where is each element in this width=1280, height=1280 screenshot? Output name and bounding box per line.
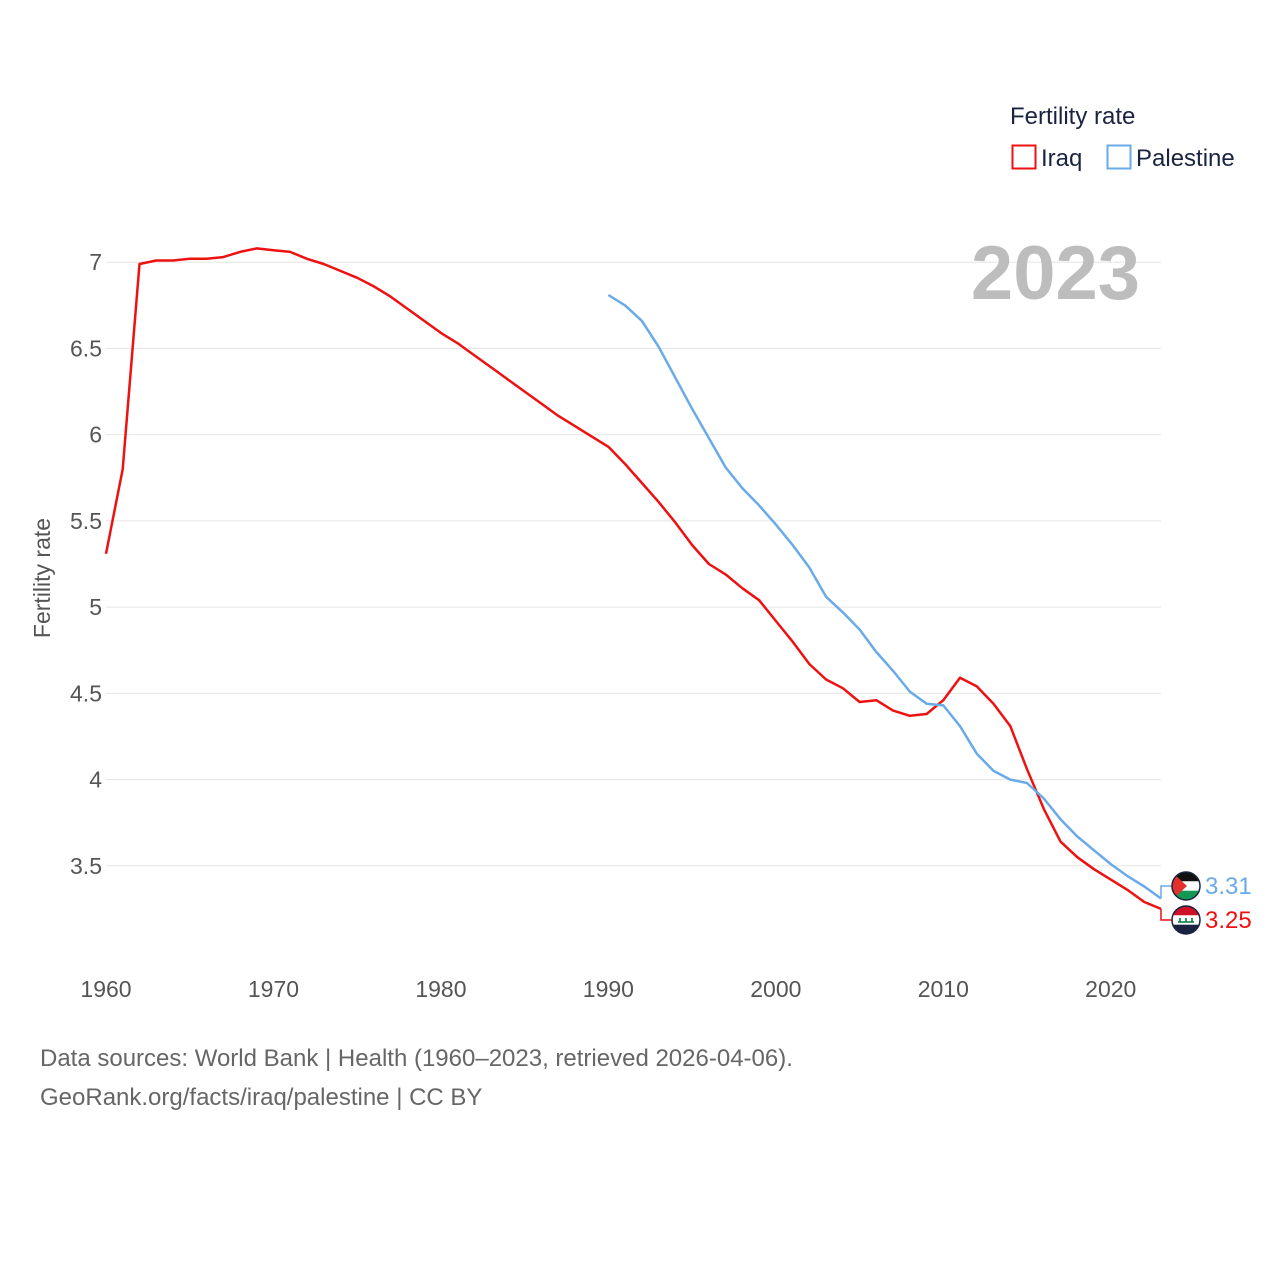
legend-title: Fertility rate	[1010, 103, 1135, 130]
y-tick-label: 5.5	[70, 508, 102, 534]
y-tick-label: 4.5	[70, 680, 102, 706]
series-lines	[104, 247, 1162, 911]
y-tick-label: 6	[89, 422, 102, 448]
y-axis-ticks: 3.5 4 4.5 5 5.5 6 6.5 7	[70, 249, 102, 879]
x-tick-label: 2010	[918, 976, 969, 1002]
attribution-link[interactable]: GeoRank.org/facts/iraq/palestine | CC BY	[40, 1084, 483, 1111]
x-axis-ticks: 1960 1970 1980 1990 2000 2010 2020	[80, 976, 1136, 1002]
palestine-flag-icon	[1171, 871, 1201, 901]
gridlines	[106, 261, 1161, 867]
end-label-iraq: 3.25	[1205, 907, 1252, 934]
iraq-flag-icon	[1171, 905, 1201, 935]
x-tick-label: 1990	[583, 976, 634, 1002]
legend-swatch-palestine	[1106, 144, 1132, 170]
end-connector-iraq	[1160, 908, 1172, 921]
x-tick-label: 1970	[248, 976, 299, 1002]
y-tick-label: 3.5	[70, 853, 102, 879]
y-tick-label: 6.5	[70, 335, 102, 361]
y-tick-label: 4	[89, 767, 102, 793]
legend: Fertility rate Iraq Palestine	[1010, 103, 1235, 172]
end-connector-palestine	[1160, 885, 1172, 899]
x-tick-label: 1960	[80, 976, 131, 1002]
legend-label-iraq[interactable]: Iraq	[1041, 145, 1082, 172]
end-label-palestine: 3.31	[1205, 873, 1252, 900]
series-line-iraq	[104, 247, 1162, 911]
data-source-note: Data sources: World Bank | Health (1960–…	[40, 1045, 793, 1072]
legend-label-palestine[interactable]: Palestine	[1136, 145, 1235, 172]
series-end-markers	[1160, 885, 1172, 921]
x-tick-label: 1980	[415, 976, 466, 1002]
y-axis-title: Fertility rate	[29, 518, 55, 638]
year-label: 2023	[971, 231, 1140, 316]
legend-swatch-iraq	[1011, 144, 1037, 170]
x-tick-label: 2020	[1085, 976, 1136, 1002]
series-line-palestine	[607, 293, 1162, 900]
y-tick-label: 7	[89, 249, 102, 275]
x-tick-label: 2000	[750, 976, 801, 1002]
y-tick-label: 5	[89, 594, 102, 620]
